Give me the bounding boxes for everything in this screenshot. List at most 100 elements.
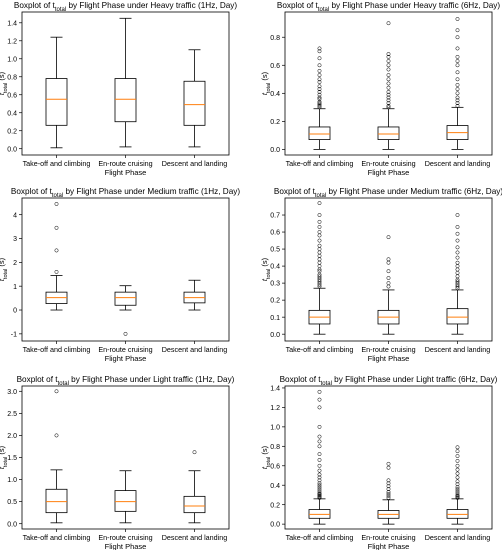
y-tick-label: 1.0 <box>270 424 280 431</box>
outlier-point <box>317 247 322 252</box>
y-tick-label: 0.8 <box>7 74 17 81</box>
y-tick-label: 0.4 <box>270 483 280 490</box>
y-tick-label: 0.2 <box>270 502 280 509</box>
x-axis-label: Flight Phase <box>105 168 147 177</box>
y-tick-label: 0.0 <box>7 146 17 153</box>
outlier-point <box>455 59 460 64</box>
outlier-point <box>317 493 322 497</box>
outlier-point <box>386 89 391 94</box>
x-tick-label: En-route cruising <box>361 345 415 354</box>
outlier-point <box>317 493 322 498</box>
box-2 <box>114 470 137 524</box>
y-tick-label: 0.6 <box>270 63 280 70</box>
x-tick-label: Take-off and climbing <box>286 345 354 354</box>
y-tick-label: 0.5 <box>270 247 280 254</box>
outlier-point <box>386 487 391 492</box>
outlier-point <box>455 493 460 498</box>
outlier-point <box>455 17 460 21</box>
outlier-point <box>386 81 391 86</box>
chart-title: Boxplot of ttotal by Flight Phase under … <box>274 187 502 199</box>
outlier-point <box>317 233 322 238</box>
x-tick-label: En-route cruising <box>361 533 415 542</box>
outlier-point <box>317 444 322 449</box>
outlier-point <box>386 490 391 494</box>
outlier-point <box>455 445 460 450</box>
outlier-point <box>317 481 322 486</box>
outlier-point <box>455 231 460 236</box>
outlier-point <box>54 202 59 206</box>
outlier-point <box>317 87 322 92</box>
box-3 <box>183 279 206 311</box>
x-tick-label: Take-off and climbing <box>286 159 354 168</box>
outlier-point <box>317 95 322 100</box>
outlier-point <box>386 63 391 68</box>
outlier-point <box>317 56 322 61</box>
outlier-point <box>386 235 391 240</box>
chart-panel: Boxplot of ttotal by Flight Phase under … <box>260 187 502 363</box>
outlier-point <box>386 67 391 72</box>
box-1 <box>45 389 68 524</box>
x-axis-label: Flight Phase <box>368 542 410 550</box>
outlier-point <box>317 478 322 483</box>
y-tick-label: 2.0 <box>7 433 17 440</box>
outlier-point <box>317 475 322 480</box>
outlier-point <box>317 489 322 494</box>
outlier-point <box>455 485 460 490</box>
box-1 <box>308 201 331 335</box>
outlier-point <box>455 95 460 100</box>
outlier-point <box>386 105 391 110</box>
y-tick-label: 1.0 <box>7 477 17 484</box>
outlier-point <box>386 98 391 103</box>
x-axis-label: Flight Phase <box>368 168 410 177</box>
box-3 <box>446 445 469 525</box>
outlier-point <box>455 493 460 497</box>
outlier-point <box>317 472 322 477</box>
y-tick-label: 1.4 <box>7 20 17 27</box>
x-tick-label: Descent and landing <box>425 533 491 542</box>
x-tick-label: En-route cruising <box>361 159 415 168</box>
y-tick-label: 1.2 <box>7 38 17 45</box>
outlier-point <box>455 103 460 108</box>
outlier-point <box>386 281 391 286</box>
iqr-box <box>446 308 469 325</box>
outlier-point <box>317 84 322 89</box>
outlier-point <box>455 264 460 269</box>
x-tick-label: En-route cruising <box>98 345 152 354</box>
outlier-point <box>317 92 322 97</box>
outlier-point <box>386 101 391 106</box>
outlier-point <box>455 101 460 106</box>
outlier-point <box>386 276 391 280</box>
outlier-point <box>317 250 322 255</box>
y-tick-label: 1.4 <box>270 386 280 393</box>
outlier-point <box>386 257 391 262</box>
y-tick-label: 0.0 <box>270 147 280 154</box>
outlier-point <box>455 35 460 40</box>
outlier-point <box>455 82 460 87</box>
outlier-point <box>317 201 322 206</box>
x-tick-label: Descent and landing <box>425 159 491 168</box>
box-2 <box>377 21 400 150</box>
outlier-point <box>455 224 460 229</box>
outlier-point <box>386 73 391 78</box>
y-tick-label: 1.5 <box>7 455 17 462</box>
outlier-point <box>317 101 322 106</box>
outlier-point <box>386 495 391 500</box>
outlier-point <box>455 479 460 484</box>
outlier-point <box>386 461 391 466</box>
y-tick-label: 2.5 <box>7 411 17 418</box>
outlier-point <box>317 424 322 429</box>
outlier-point <box>54 269 59 274</box>
x-tick-label: Take-off and climbing <box>23 345 91 354</box>
plot-area-frame <box>21 385 230 530</box>
chart-panel: Boxplot of ttotal by Flight Phase under … <box>0 375 235 551</box>
box-1 <box>308 389 331 525</box>
x-tick-label: Take-off and climbing <box>23 159 91 168</box>
y-tick-label: 0.0 <box>7 521 17 528</box>
y-tick-label: 1.2 <box>270 405 280 412</box>
outlier-point <box>386 260 391 265</box>
outlier-point <box>317 457 322 462</box>
outlier-point <box>386 492 391 496</box>
outlier-point <box>317 257 322 262</box>
plot-area-frame <box>21 197 230 342</box>
outlier-point <box>455 279 460 284</box>
